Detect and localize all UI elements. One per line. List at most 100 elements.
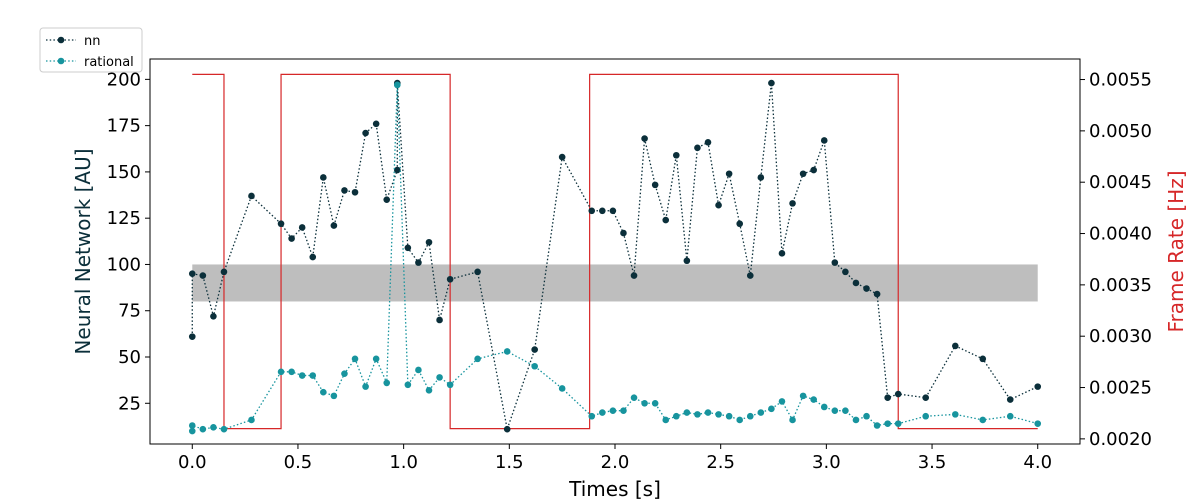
y-axis-ticks: 25 50 75 100 125 150 175 200 — [107, 69, 150, 414]
data-point-rational — [873, 422, 881, 429]
data-point-nn — [799, 170, 807, 178]
data-point-rational — [248, 416, 255, 424]
data-point-nn — [620, 229, 627, 237]
data-point-nn — [768, 79, 775, 87]
data-point-rational — [415, 366, 422, 374]
data-point-nn — [704, 138, 712, 146]
data-point-nn — [873, 290, 881, 298]
data-point-rational — [715, 411, 722, 418]
legend: nn rational — [39, 27, 143, 73]
data-point-nn — [810, 166, 817, 174]
y-right-tick-label: 0.0050 — [1089, 121, 1152, 142]
data-point-nn — [951, 342, 959, 350]
data-point-rational — [1034, 420, 1042, 427]
y-tick-label: 125 — [107, 208, 141, 229]
y-tick-label: 75 — [118, 301, 141, 322]
data-point-nn — [446, 275, 454, 283]
data-point-nn — [248, 192, 255, 200]
data-point-rational — [884, 420, 891, 427]
data-point-rational — [588, 412, 596, 420]
data-point-rational — [789, 416, 796, 424]
legend-label-rational: rational — [84, 55, 134, 70]
data-point-rational — [746, 412, 754, 420]
data-point-nn — [503, 425, 511, 433]
data-point-rational — [894, 420, 902, 427]
data-point-nn — [852, 279, 860, 287]
data-point-nn — [372, 120, 380, 128]
data-point-rational — [979, 416, 987, 424]
data-point-rational — [503, 348, 511, 355]
y-right-tick-label: 0.0040 — [1089, 224, 1152, 245]
y-right-tick-label: 0.0035 — [1089, 275, 1152, 296]
data-point-nn — [630, 272, 638, 279]
data-point-rational — [842, 407, 849, 414]
y-right-tick-label: 0.0030 — [1089, 326, 1152, 347]
x-tick-label: 3.0 — [812, 452, 841, 473]
data-point-nn — [746, 272, 754, 279]
data-point-rational — [820, 403, 828, 411]
data-point-nn — [383, 196, 391, 203]
data-point-nn — [210, 312, 217, 320]
legend-marker-nn — [57, 36, 65, 44]
data-point-rational — [694, 411, 701, 418]
data-point-rational — [736, 416, 744, 424]
data-point-rational — [852, 416, 860, 424]
data-point-nn — [789, 200, 796, 207]
data-point-rational — [831, 407, 839, 414]
x-tick-label: 4.0 — [1023, 452, 1052, 473]
data-point-nn — [298, 224, 306, 231]
data-point-nn — [831, 259, 839, 266]
data-point-nn — [531, 346, 538, 353]
data-point-nn — [863, 285, 870, 292]
legend-label-nn: nn — [84, 34, 100, 49]
data-point-nn — [599, 207, 606, 215]
data-point-rational — [277, 368, 285, 376]
data-point-rational — [425, 387, 433, 394]
data-point-rational — [474, 355, 481, 363]
data-point-rational — [558, 385, 566, 392]
data-point-nn — [341, 187, 348, 194]
x-axis-title: Times [s] — [568, 477, 661, 500]
data-point-nn — [778, 250, 786, 257]
data-point-rational — [810, 396, 817, 403]
data-point-nn — [288, 235, 295, 242]
x-tick-label: 0.5 — [284, 452, 313, 473]
data-point-rational — [330, 392, 338, 400]
data-point-rational — [531, 362, 538, 370]
data-point-nn — [362, 129, 369, 137]
x-tick-label: 0.0 — [178, 452, 207, 473]
data-point-rational — [404, 381, 412, 389]
data-point-nn — [309, 253, 317, 261]
data-point-rational — [1006, 412, 1014, 420]
data-point-nn — [672, 151, 680, 159]
data-point-rational — [199, 425, 207, 433]
data-point-rational — [446, 381, 454, 389]
data-point-rational — [630, 394, 638, 402]
data-point-nn — [393, 166, 401, 174]
data-point-rational — [351, 355, 359, 363]
data-point-nn — [922, 394, 930, 402]
data-point-rational — [768, 405, 775, 413]
data-point-nn — [220, 268, 228, 276]
y-tick-label: 100 — [107, 254, 141, 275]
data-point-rational — [362, 383, 369, 390]
y-tick-label: 200 — [107, 69, 141, 90]
y-axis-right-ticks: 0.0020 0.0025 0.0030 0.0035 0.0040 0.0045 0.00… — [1080, 70, 1152, 450]
data-point-nn — [320, 174, 327, 181]
x-tick-label: 2.0 — [601, 452, 630, 473]
data-point-rational — [641, 399, 648, 407]
data-point-nn — [715, 201, 722, 209]
data-point-nn — [1034, 383, 1042, 390]
reference-band — [192, 264, 1038, 302]
frame-rate-step-layer — [192, 73, 1038, 430]
data-point-nn — [588, 207, 596, 215]
data-point-nn — [188, 333, 196, 340]
y-right-tick-label: 0.0055 — [1089, 70, 1152, 91]
data-point-rational — [778, 398, 786, 405]
data-point-rational — [609, 407, 617, 414]
data-point-nn — [651, 181, 659, 189]
y-tick-label: 50 — [118, 347, 141, 368]
x-tick-label: 1.5 — [495, 452, 524, 473]
data-point-rational — [757, 409, 765, 416]
data-point-nn — [820, 137, 828, 144]
